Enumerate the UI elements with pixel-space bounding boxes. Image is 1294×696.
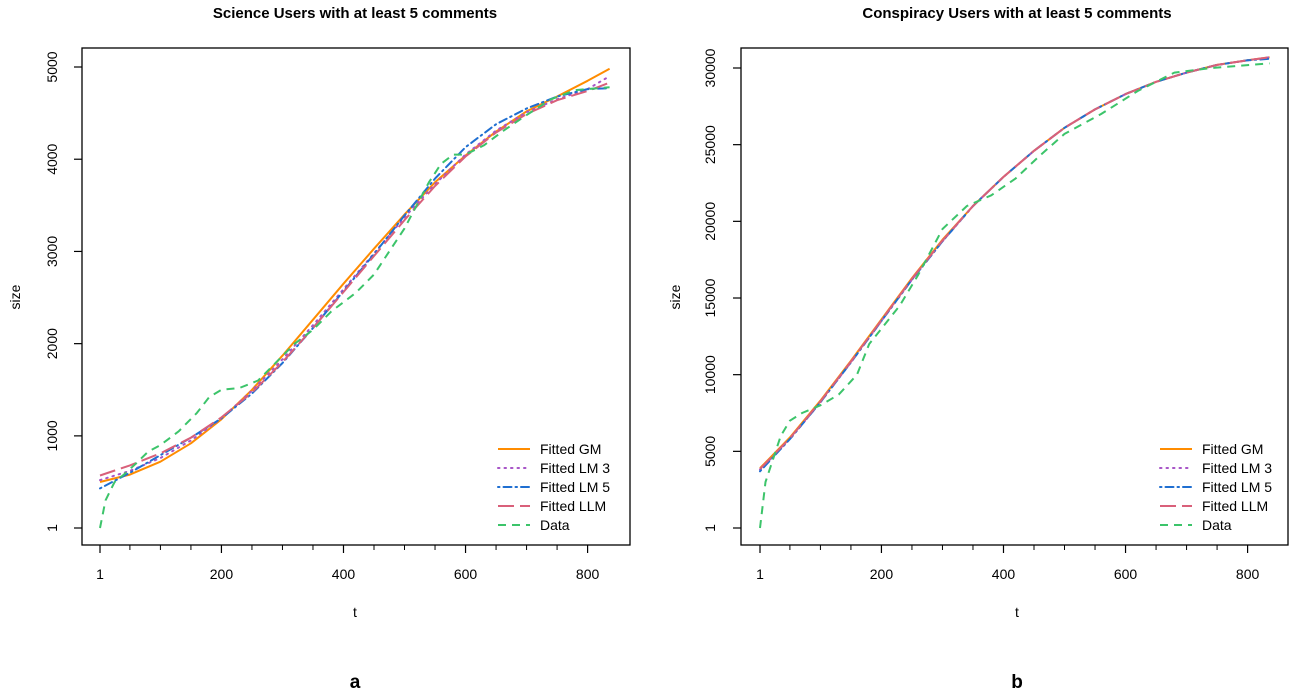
legend-label: Fitted LLM [540,498,606,514]
x-tick-label: 400 [332,566,356,582]
x-tick-label: 1 [96,566,104,582]
y-tick-label: 1 [702,524,718,532]
legend-label: Fitted LM 3 [540,460,610,476]
x-tick-label: 800 [576,566,600,582]
legend: Fitted GM Fitted LM 3 Fitted LM 5 Fitted LL… [1159,441,1272,533]
y-tick-label: 2000 [44,328,60,359]
series-line-fitted-gm [759,56,1270,469]
series-line-fitted-lm-3 [759,56,1271,471]
series-layer [99,67,611,529]
legend-label: Fitted LM 5 [1202,479,1272,495]
chart-panel-science: Science Users with at least 5 comments 1… [7,5,631,693]
series-line-fitted-llm [99,81,610,477]
x-axis-label: t [353,604,357,620]
chart-title: Conspiracy Users with at least 5 comment… [862,5,1171,22]
series-line-data [759,62,1270,529]
y-axis: 1 1000 2000 3000 4000 5000 [44,51,82,532]
legend-label: Fitted LM 5 [540,479,610,495]
y-tick-label: 5000 [44,51,60,82]
legend-label: Fitted GM [540,441,601,457]
y-tick-label: 1000 [44,420,60,451]
series-line-fitted-gm [99,67,611,483]
y-axis-label: size [667,284,683,309]
y-tick-label: 15000 [702,278,718,317]
y-tick-label: 10000 [702,355,718,394]
x-tick-label: 200 [870,566,894,582]
series-line-fitted-lm-5 [759,57,1271,473]
plot-frame [81,47,631,546]
chart-title: Science Users with at least 5 comments [213,5,497,22]
x-axis: 1 200 400 600 800 [756,545,1259,582]
series-layer [759,56,1271,529]
x-tick-label: 600 [1114,566,1138,582]
panel-letter: b [1011,672,1023,693]
x-tick-label: 600 [454,566,478,582]
x-axis-label: t [1015,604,1019,620]
x-tick-label: 400 [992,566,1016,582]
panel-letter: a [350,672,361,693]
legend-label: Fitted LM 3 [1202,460,1272,476]
x-axis: 1 200 400 600 800 [96,545,599,582]
y-axis-label: size [7,284,23,309]
y-tick-label: 30000 [702,48,718,87]
x-tick-label: 800 [1236,566,1260,582]
x-tick-label: 200 [210,566,234,582]
y-tick-label: 20000 [702,202,718,241]
legend-label: Data [1202,517,1232,533]
plot-frame [740,47,1289,546]
legend: Fitted GM Fitted LM 3 Fitted LM 5 Fitted LL… [497,441,610,533]
series-line-fitted-llm [759,56,1270,470]
legend-label: Fitted LLM [1202,498,1268,514]
y-tick-label: 5000 [702,436,718,467]
x-tick-label: 1 [756,566,764,582]
y-tick-label: 4000 [44,143,60,174]
legend-label: Data [540,517,570,533]
y-tick-label: 3000 [44,236,60,267]
y-tick-label: 1 [44,524,60,532]
chart-panel-conspiracy: Conspiracy Users with at least 5 comment… [667,5,1289,693]
y-tick-label: 25000 [702,125,718,164]
series-line-data [99,86,610,529]
legend-label: Fitted GM [1202,441,1263,457]
series-line-fitted-lm-5 [99,87,611,490]
